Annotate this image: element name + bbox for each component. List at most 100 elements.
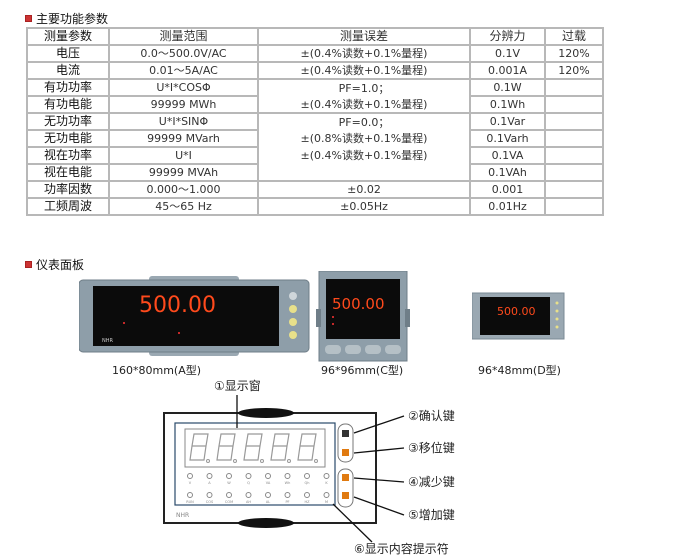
bullet-icon [25, 261, 32, 268]
meter-c-image: 500.00 [316, 271, 410, 362]
header-cell: 分辨力 [469, 27, 546, 46]
indicator-led [245, 492, 252, 498]
label-indicators: ⑥显示内容提示符 [354, 541, 449, 556]
label-decrease-key: ④减少键 [408, 475, 455, 489]
cell-param: 功率因数 [26, 180, 110, 199]
cell-overload [544, 112, 604, 131]
increase-key-icon [342, 492, 349, 499]
cell-range: U*I*SINΦ [108, 112, 259, 131]
cell-error [257, 164, 471, 182]
cell-range: U*I*COSΦ [108, 78, 259, 97]
indicator-label: Wh [285, 481, 291, 485]
cell-res: 0.1VAh [469, 163, 546, 182]
section-title: 仪表面板 [36, 258, 85, 272]
indicator-led [265, 473, 271, 479]
header-cell: 测量误差 [257, 27, 471, 46]
cell-overload: 120% [544, 44, 604, 63]
meter-display: 500.00 [139, 293, 216, 318]
cell-res: 0.1Var [469, 112, 546, 131]
cell-error: ±(0.4%读数+0.1%量程) [257, 96, 471, 114]
indicator-led [206, 473, 213, 479]
indicator-label: RUN [186, 500, 194, 504]
bullet-icon [25, 15, 32, 22]
cell-range: 0.01～5A/AC [108, 61, 259, 80]
cell-error: ±0.05Hz [257, 197, 471, 216]
meter-a-caption: 160*80mm(A型) [112, 364, 202, 377]
meter-d-caption: 96*48mm(D型) [478, 364, 561, 377]
indicator-label: Q [247, 481, 250, 485]
indicator-led [245, 473, 252, 479]
cell-overload [544, 95, 604, 114]
indicator-led [187, 473, 193, 479]
cell-param: 电流 [26, 61, 110, 80]
meter-c-caption: 96*96mm(C型) [321, 364, 404, 377]
cell-error: PF=0.0； [257, 112, 471, 130]
indicator-label: V [189, 481, 192, 485]
cell-param: 工频周波 [26, 197, 110, 216]
cell-res: 0.1W [469, 78, 546, 97]
header-cell: 测量参数 [26, 27, 110, 46]
indicator-led [206, 492, 213, 498]
cell-overload: 120% [544, 61, 604, 80]
indicator-label: A [208, 481, 211, 485]
indicator-led [323, 492, 330, 498]
confirm-key-icon [342, 430, 349, 437]
indicator-label: M [325, 500, 328, 504]
label-shift-key: ③移位键 [408, 440, 455, 455]
cell-error: ±(0.4%读数+0.1%量程) [257, 147, 471, 164]
meter-display: 500.00 [332, 295, 385, 313]
cell-error: ±(0.4%读数+0.1%量程) [257, 61, 471, 80]
cell-res: 0.1Wh [469, 95, 546, 114]
cell-range: 0.000～1.000 [108, 180, 259, 199]
cell-range: 45～65 Hz [108, 197, 259, 216]
cell-res: 0.1VA [469, 146, 546, 165]
section-heading-panels: 仪表面板 [25, 256, 84, 273]
cell-overload [544, 197, 604, 216]
table-row: 功率因数 0.000～1.000 ±0.02 0.001 [26, 180, 604, 199]
table-row: 有功功率 U*I*COSΦ PF=1.0； 0.1W [26, 78, 604, 97]
cell-range: U*I [108, 146, 259, 165]
cell-res: 0.001 [469, 180, 546, 199]
indicator-label: K [325, 481, 328, 485]
cell-range: 99999 MVarh [108, 129, 259, 148]
cell-param: 无功功率 [26, 112, 110, 131]
table-row: 工频周波 45～65 Hz ±0.05Hz 0.01Hz [26, 197, 604, 216]
cell-overload [544, 78, 604, 97]
indicator-led [265, 492, 271, 498]
table-header-row: 测量参数 测量范围 测量误差 分辨力 过载 [26, 27, 604, 46]
section-title: 主要功能参数 [36, 12, 109, 26]
indicator-led [304, 492, 310, 498]
cell-param: 无功电能 [26, 129, 110, 148]
cell-overload [544, 163, 604, 182]
indicator-label: VA [266, 481, 271, 485]
cell-param: 有功功率 [26, 78, 110, 97]
header-cell: 测量范围 [108, 27, 259, 46]
indicator-led [323, 473, 330, 479]
svg-text:NHR: NHR [102, 338, 114, 344]
indicator-label: W [227, 481, 231, 485]
cell-overload [544, 129, 604, 148]
indicator-led [187, 492, 193, 498]
indicator-label: PF [285, 500, 289, 504]
cell-res: 0.01Hz [469, 197, 546, 216]
indicator-label: HZ [304, 500, 310, 504]
table-row: 有功电能 99999 MWh ±(0.4%读数+0.1%量程) 0.1Wh [26, 95, 604, 114]
cell-error: PF=1.0； [257, 78, 471, 96]
cell-range: 99999 MVAh [108, 163, 259, 182]
indicator-label: AH [246, 500, 251, 504]
table-row: 电压 0.0～500.0V/AC ±(0.4%读数+0.1%量程) 0.1V 120% [26, 44, 604, 63]
indicator-led [226, 473, 232, 479]
seven-segment-digit [189, 433, 209, 461]
section-heading-functions: 主要功能参数 [25, 10, 108, 27]
cell-error: ±(0.8%读数+0.1%量程) [257, 130, 471, 147]
indicator-led [304, 473, 310, 479]
indicator-label: Qh [305, 481, 310, 485]
meter-a-image: 500.00 NHR [79, 276, 310, 356]
indicator-label: COS [206, 500, 214, 504]
table-row: 无功功率 U*I*SINΦ PF=0.0； 0.1Var [26, 112, 604, 131]
cell-error: ±0.02 [257, 180, 471, 199]
cell-range: 0.0～500.0V/AC [108, 44, 259, 63]
table-row: 视在功率 U*I ±(0.4%读数+0.1%量程) 0.1VA [26, 146, 604, 165]
seven-segment-digit [297, 433, 317, 461]
